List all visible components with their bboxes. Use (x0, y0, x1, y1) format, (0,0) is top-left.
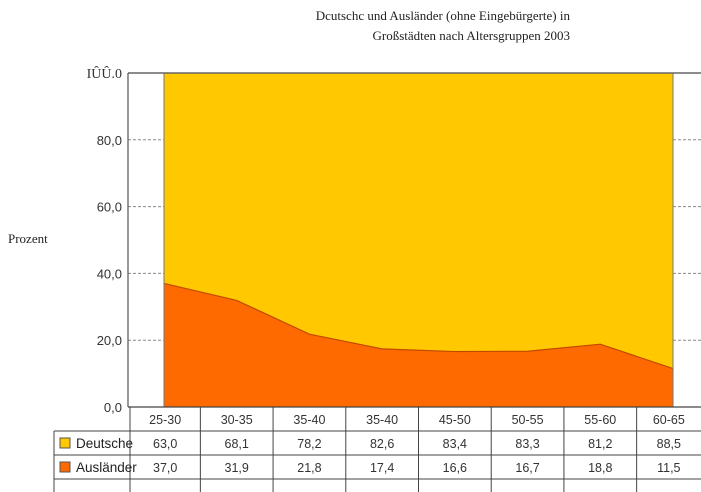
area-deutsche (164, 73, 673, 369)
y-tick-label: 0,0 (104, 400, 122, 415)
y-tick-label: 60,0 (97, 200, 122, 215)
x-tick-label: 25-30 (149, 413, 181, 427)
chart-title-line-1: Dcutschc und Ausländer (ohne Eingebürger… (315, 8, 570, 23)
data-label-auslaender: 17,4 (370, 461, 394, 475)
series-line-auslaender (163, 282, 674, 370)
data-label-auslaender: 18,8 (588, 461, 612, 475)
x-tick-label: 35-40 (366, 413, 398, 427)
x-tick-label: 45-50 (439, 413, 471, 427)
y-tick-label: 20,0 (97, 333, 122, 348)
data-label-auslaender: 16,7 (515, 461, 539, 475)
data-label-deutsche: 83,4 (443, 437, 467, 451)
data-label-deutsche: 81,2 (588, 437, 612, 451)
data-label-deutsche: 63,0 (153, 437, 177, 451)
x-tick-label: 30-35 (221, 413, 253, 427)
data-label-auslaender: 11,5 (657, 461, 680, 475)
data-label-deutsche: 78,2 (297, 437, 321, 451)
legend-label-deutsche: Deutsche (76, 436, 133, 451)
y-tick-label: 40,0 (97, 266, 122, 281)
y-tick-label: IÛÛ.0 (87, 65, 122, 82)
y-axis-label: Prozent (8, 231, 48, 246)
y-tick-label: 80,0 (97, 133, 122, 148)
x-tick-label: 60-65 (653, 413, 685, 427)
chart-title-line-2: Großstädten nach Altersgruppen 2003 (372, 28, 570, 43)
x-tick-label: 35-40 (293, 413, 325, 427)
area-auslaender (164, 283, 673, 407)
data-label-auslaender: 16,6 (443, 461, 467, 475)
x-tick-label: 50-55 (512, 413, 544, 427)
data-label-auslaender: 37,0 (153, 461, 177, 475)
legend-swatch-deutsche (59, 437, 71, 449)
data-label-deutsche: 68,1 (225, 437, 249, 451)
chart-title: Dcutschc und Ausländer (ohne Eingebürger… (250, 6, 570, 46)
data-label-auslaender: 31,9 (225, 461, 249, 475)
data-label-deutsche: 82,6 (370, 437, 394, 451)
legend-label-auslaender: Ausländer (76, 460, 137, 475)
data-label-deutsche: 88,5 (657, 437, 681, 451)
data-label-auslaender: 21,8 (297, 461, 321, 475)
legend-swatch-auslaender (59, 461, 71, 473)
data-label-deutsche: 83,3 (515, 437, 539, 451)
x-tick-label: 55-60 (584, 413, 616, 427)
